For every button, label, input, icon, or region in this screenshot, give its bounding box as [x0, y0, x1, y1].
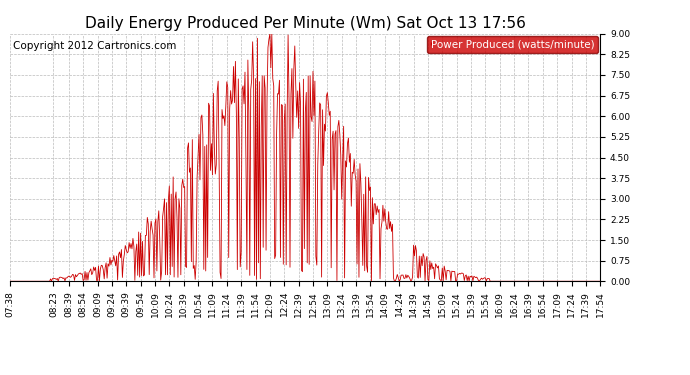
Legend: Power Produced (watts/minute): Power Produced (watts/minute) [427, 36, 598, 53]
Title: Daily Energy Produced Per Minute (Wm) Sat Oct 13 17:56: Daily Energy Produced Per Minute (Wm) Sa… [85, 16, 526, 31]
Text: Copyright 2012 Cartronics.com: Copyright 2012 Cartronics.com [13, 41, 177, 51]
